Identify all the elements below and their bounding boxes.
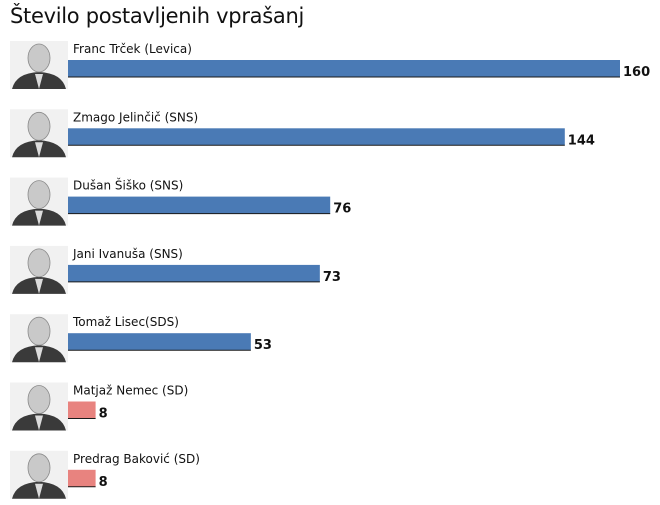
bar-row: Tomaž Lisec(SDS) 53 xyxy=(10,314,272,363)
bar-value-label: 144 xyxy=(568,133,595,148)
person-photo-icon xyxy=(10,41,68,89)
bar-row: Zmago Jelinčič (SNS) 144 xyxy=(10,109,595,158)
bar-row: Franc Trček (Levica) 160 xyxy=(10,41,650,89)
person-photo-icon xyxy=(10,450,68,499)
photo-face xyxy=(27,111,51,141)
photo-collar xyxy=(35,210,43,226)
bar-name-label: Predrag Baković (SD) xyxy=(73,452,200,466)
photo-collar xyxy=(35,74,43,89)
photo-collar xyxy=(35,142,43,158)
photo-face xyxy=(27,385,51,414)
bar[interactable] xyxy=(68,196,331,214)
bar-name-label: Zmago Jelinčič (SNS) xyxy=(73,110,198,124)
bar[interactable] xyxy=(68,264,320,282)
bar[interactable] xyxy=(68,60,620,77)
bar-row: Dušan Šiško (SNS) 76 xyxy=(10,177,351,226)
bar[interactable] xyxy=(68,469,96,487)
bar-row: Matjaž Nemec (SD) 8 xyxy=(10,382,188,431)
person-photo-icon xyxy=(10,382,68,431)
photo-collar xyxy=(35,278,43,294)
chart-title: Število postavljenih vprašanj xyxy=(10,4,304,28)
bar-value-label: 76 xyxy=(333,202,351,217)
person-photo-icon xyxy=(10,109,68,158)
photo-face xyxy=(27,180,51,210)
photo-collar xyxy=(35,347,43,363)
bar-value-label: 160 xyxy=(623,65,650,80)
bar-name-label: Tomaž Lisec(SDS) xyxy=(72,315,179,329)
bar-value-label: 8 xyxy=(99,475,108,490)
bar-value-label: 53 xyxy=(254,338,272,353)
photo-face xyxy=(27,453,51,483)
photo-collar xyxy=(35,483,43,499)
bar-row: Predrag Baković (SD) 8 xyxy=(10,450,200,499)
bar-value-label: 73 xyxy=(323,270,341,285)
bar-name-label: Matjaž Nemec (SD) xyxy=(73,384,188,398)
bar[interactable] xyxy=(68,128,565,146)
person-photo-icon xyxy=(10,314,68,363)
bar[interactable] xyxy=(68,401,96,419)
photo-face xyxy=(27,43,51,73)
bar[interactable] xyxy=(68,333,251,351)
person-photo-icon xyxy=(10,245,68,294)
bar-name-label: Jani Ivanuša (SNS) xyxy=(72,247,183,261)
photo-face xyxy=(27,316,51,346)
photo-collar xyxy=(35,415,43,431)
bar-row: Jani Ivanuša (SNS) 73 xyxy=(10,245,341,294)
bar-value-label: 8 xyxy=(99,407,108,422)
person-photo-icon xyxy=(10,177,68,226)
bar-name-label: Franc Trček (Levica) xyxy=(73,42,192,56)
bar-name-label: Dušan Šiško (SNS) xyxy=(73,178,183,193)
photo-face xyxy=(27,248,51,278)
